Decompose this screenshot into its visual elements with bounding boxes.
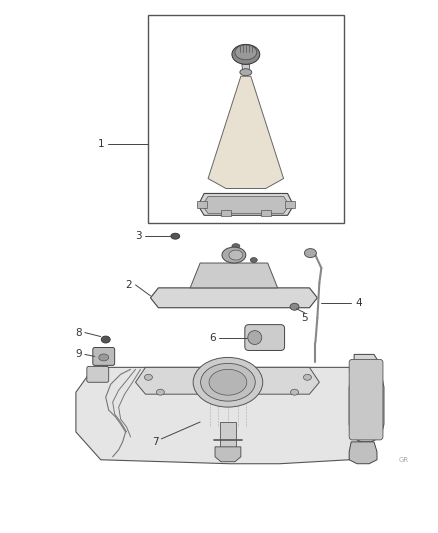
Bar — [148, 14, 344, 223]
Text: 6: 6 — [210, 333, 216, 343]
Ellipse shape — [222, 247, 246, 263]
Ellipse shape — [240, 69, 252, 76]
Ellipse shape — [101, 336, 110, 343]
Text: 3: 3 — [135, 231, 142, 241]
Text: 8: 8 — [76, 328, 82, 337]
Text: 7: 7 — [152, 437, 159, 447]
Polygon shape — [198, 193, 293, 215]
Ellipse shape — [290, 389, 298, 395]
Ellipse shape — [235, 45, 257, 60]
Polygon shape — [349, 442, 377, 464]
FancyBboxPatch shape — [245, 325, 285, 351]
Ellipse shape — [232, 244, 240, 248]
Bar — [221, 211, 231, 216]
Ellipse shape — [304, 248, 316, 257]
Ellipse shape — [99, 354, 109, 361]
Polygon shape — [76, 367, 369, 464]
Ellipse shape — [290, 303, 299, 310]
Text: 9: 9 — [76, 350, 82, 359]
Bar — [197, 201, 207, 208]
FancyBboxPatch shape — [349, 359, 383, 440]
Text: 4: 4 — [356, 298, 362, 308]
Bar — [261, 211, 271, 216]
Polygon shape — [242, 64, 250, 72]
Polygon shape — [202, 197, 290, 213]
Text: 5: 5 — [301, 313, 308, 322]
Ellipse shape — [250, 257, 257, 263]
Polygon shape — [150, 288, 318, 308]
Polygon shape — [220, 422, 236, 452]
Bar — [285, 201, 294, 208]
Ellipse shape — [229, 250, 243, 260]
Text: GR: GR — [399, 457, 409, 463]
FancyBboxPatch shape — [93, 348, 115, 365]
Ellipse shape — [171, 233, 180, 239]
Polygon shape — [208, 76, 283, 189]
Ellipse shape — [304, 374, 311, 380]
Ellipse shape — [145, 374, 152, 380]
Polygon shape — [135, 367, 319, 394]
Polygon shape — [190, 263, 278, 288]
Ellipse shape — [156, 389, 164, 395]
Polygon shape — [349, 354, 384, 442]
Ellipse shape — [201, 364, 255, 401]
Ellipse shape — [232, 44, 260, 64]
Text: 2: 2 — [125, 280, 132, 290]
Text: 1: 1 — [97, 139, 104, 149]
Ellipse shape — [193, 358, 263, 407]
FancyBboxPatch shape — [87, 366, 109, 382]
Ellipse shape — [209, 369, 247, 395]
Ellipse shape — [248, 330, 262, 344]
Polygon shape — [215, 447, 241, 462]
